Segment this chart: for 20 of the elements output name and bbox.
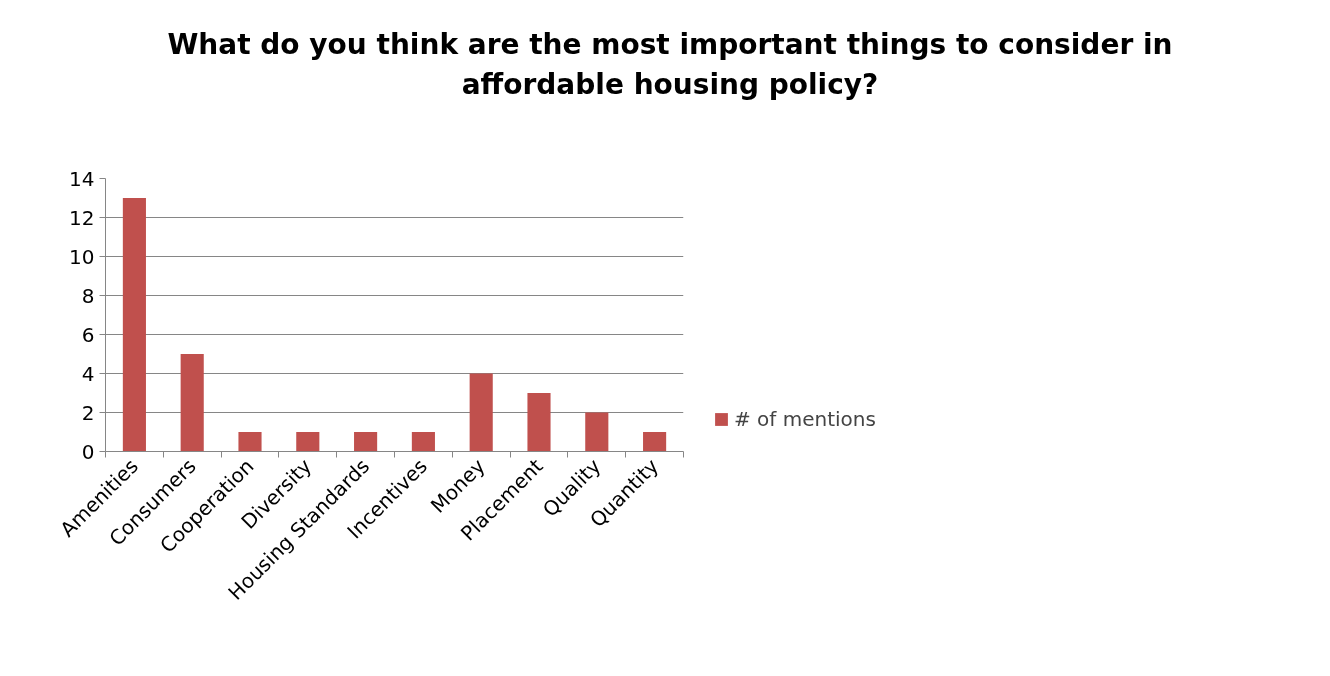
bar bbox=[122, 198, 146, 452]
y-tick-label: 2 bbox=[81, 400, 95, 425]
bar bbox=[643, 432, 667, 452]
y-tick-label: 6 bbox=[81, 322, 95, 347]
y-tick-label: 10 bbox=[69, 244, 95, 269]
y-tick-label: 4 bbox=[81, 361, 95, 386]
bar bbox=[354, 432, 378, 452]
bar bbox=[585, 412, 609, 452]
bar bbox=[527, 393, 551, 452]
bar bbox=[238, 432, 262, 452]
bar bbox=[469, 373, 493, 452]
y-tick-label: 0 bbox=[81, 439, 95, 464]
y-tick-label: 12 bbox=[69, 205, 95, 230]
y-tick-label: 8 bbox=[81, 283, 95, 308]
bar bbox=[296, 432, 320, 452]
y-tick-label: 14 bbox=[69, 166, 95, 191]
legend-label: # of mentions bbox=[734, 407, 876, 431]
bar bbox=[180, 354, 204, 452]
bar bbox=[411, 432, 435, 452]
chart-title: What do you think are the most important things to consider in affordable housing policy? bbox=[167, 27, 1173, 103]
